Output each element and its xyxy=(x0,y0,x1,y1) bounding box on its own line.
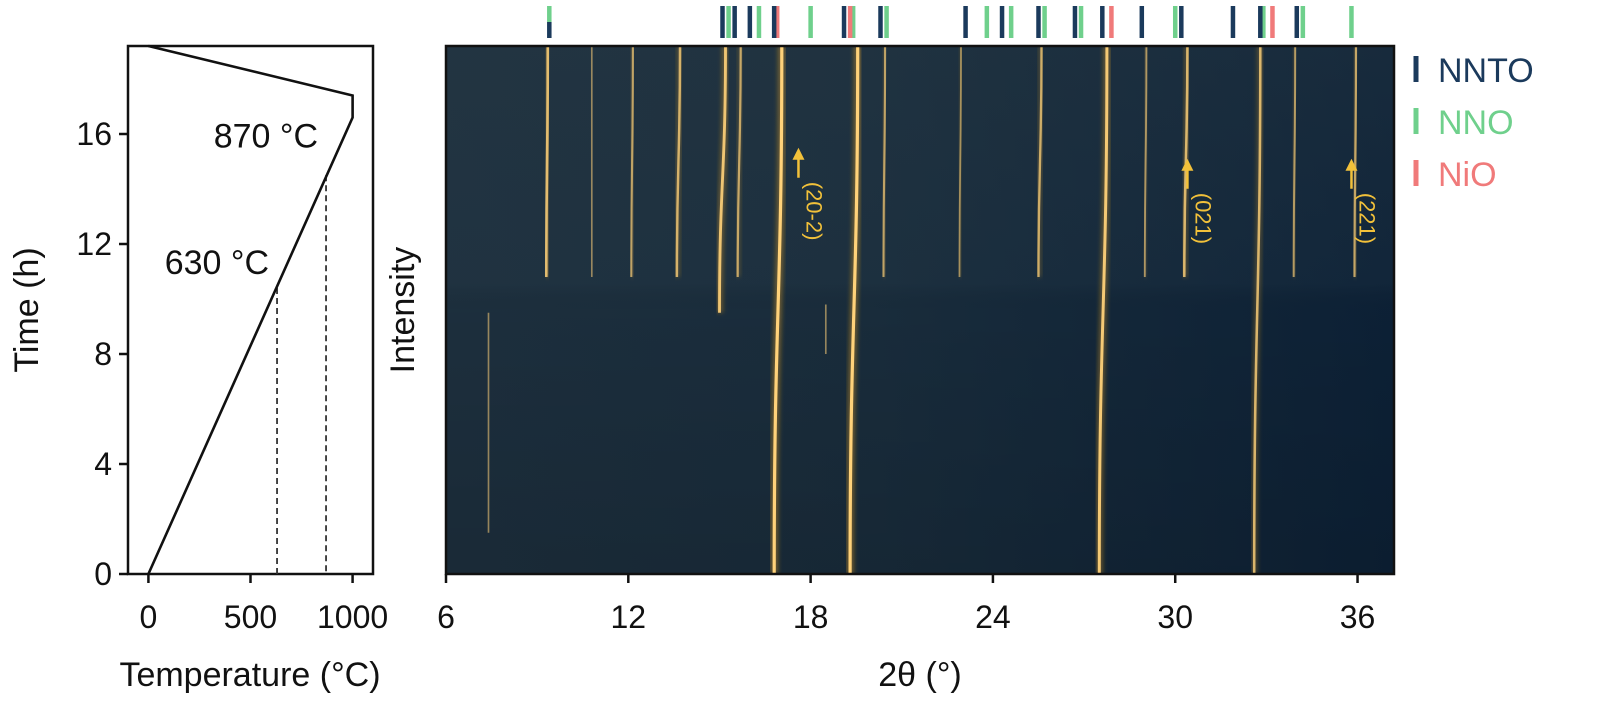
right-x-tick-label: 18 xyxy=(793,599,829,635)
diffraction-peak xyxy=(1097,46,1109,574)
right-x-tick-label: 36 xyxy=(1340,599,1376,635)
temperature-marker-label: 630 °C xyxy=(165,244,269,282)
left-plot-frame xyxy=(126,44,375,576)
diffraction-peak xyxy=(544,46,550,278)
peak-index-label: (221) xyxy=(1354,193,1379,244)
annotation-arrowhead xyxy=(1345,158,1358,171)
temperature-marker-label: 870 °C xyxy=(214,117,318,155)
diffraction-peak xyxy=(848,46,860,574)
right-x-tick-label: 12 xyxy=(611,599,647,635)
left-x-tick-label: 1000 xyxy=(317,599,388,635)
reference-ticks xyxy=(547,6,1354,38)
right-x-tick-label: 24 xyxy=(975,599,1011,635)
peak-annotations: (20-2) (021) (221) xyxy=(792,147,1379,244)
left-y-tick-label: 16 xyxy=(76,116,112,152)
diffraction-peak xyxy=(1292,46,1297,278)
legend-label-nno: NNO xyxy=(1438,104,1514,142)
diffraction-peak xyxy=(675,46,682,278)
left-x-axis-label: Temperature (°C) xyxy=(119,656,380,694)
diffraction-heatmap-panel: 6 12 18 24 30 36 (20-2) (021) (221) Intensity 2… xyxy=(384,6,1396,694)
diffraction-peak xyxy=(630,46,634,278)
left-y-ticks: 0 4 8 12 16 xyxy=(76,116,128,592)
annotation-arrowhead xyxy=(1181,158,1194,171)
right-x-ticks: 6 12 18 24 30 36 xyxy=(437,574,1375,635)
left-y-tick-label: 12 xyxy=(76,226,112,262)
diffraction-peak xyxy=(1353,46,1358,278)
diffraction-peaks xyxy=(486,46,1359,574)
temperature-profile-panel: 0 4 8 12 16 0 500 1000 630 °C 870 °C Time (h) T… xyxy=(8,44,388,694)
temperature-markers: 630 °C 870 °C xyxy=(165,117,327,574)
peak-index-label: (021) xyxy=(1190,193,1215,244)
diffraction-peak xyxy=(736,46,742,278)
left-x-tick-label: 0 xyxy=(140,599,158,635)
left-y-axis-label: Time (h) xyxy=(8,247,46,372)
right-x-tick-label: 6 xyxy=(437,599,455,635)
diffraction-peak xyxy=(958,46,962,278)
temperature-profile-line xyxy=(147,44,354,575)
right-x-axis-label: 2θ (°) xyxy=(878,656,962,694)
right-y-axis-label: Intensity xyxy=(384,247,422,374)
diffraction-peak xyxy=(1037,46,1043,278)
diffraction-peak xyxy=(772,46,784,574)
right-plot-frame xyxy=(444,44,1396,576)
left-y-tick-label: 0 xyxy=(94,556,112,592)
right-x-tick-label: 30 xyxy=(1157,599,1193,635)
diffraction-peak xyxy=(882,46,887,278)
left-y-tick-label: 8 xyxy=(94,336,112,372)
diffraction-peak xyxy=(1252,46,1262,574)
phase-legend: NNTO NNO NiO xyxy=(1413,52,1534,194)
legend-label-nio: NiO xyxy=(1438,156,1497,194)
legend-label-nnto: NNTO xyxy=(1438,52,1534,90)
diffraction-peak xyxy=(1183,46,1189,278)
diffraction-peak xyxy=(718,46,727,313)
peak-index-label: (20-2) xyxy=(801,182,826,241)
heatmap-shading xyxy=(446,46,1394,574)
annotation-arrowhead xyxy=(792,147,805,160)
diffraction-peak xyxy=(1143,46,1148,278)
left-x-tick-label: 500 xyxy=(224,599,277,635)
left-y-tick-label: 4 xyxy=(94,446,112,482)
left-x-ticks: 0 500 1000 xyxy=(140,574,388,635)
